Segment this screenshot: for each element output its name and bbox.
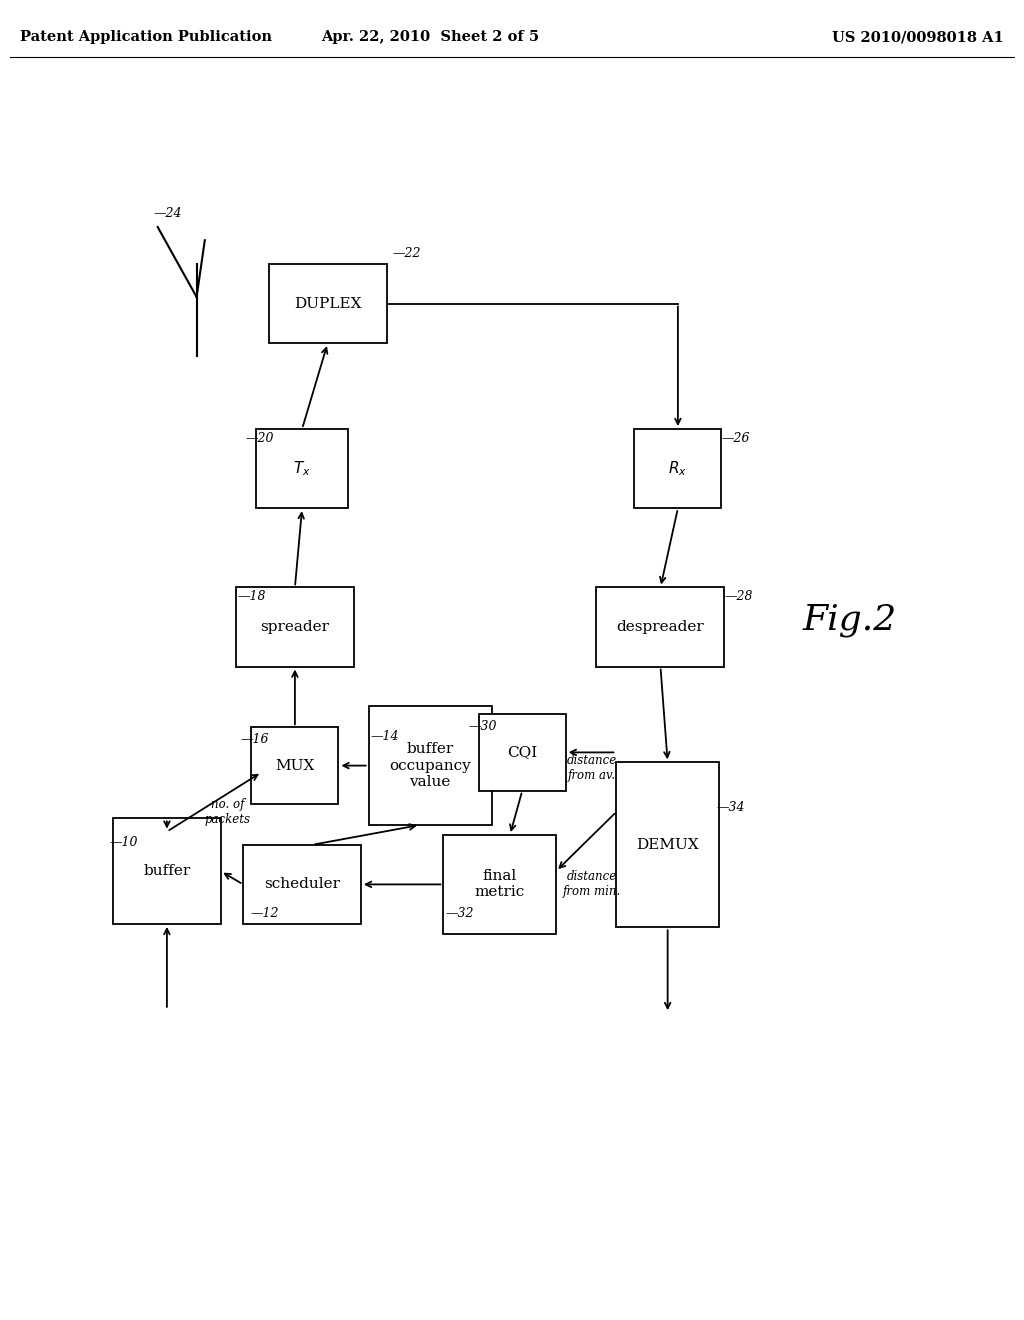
FancyBboxPatch shape (369, 706, 492, 825)
Text: MUX: MUX (275, 759, 314, 772)
Text: —20: —20 (246, 432, 274, 445)
FancyBboxPatch shape (114, 818, 221, 924)
Text: —32: —32 (445, 907, 474, 920)
Text: —12: —12 (251, 907, 280, 920)
Text: US 2010/0098018 A1: US 2010/0098018 A1 (831, 30, 1004, 45)
Text: —24: —24 (154, 207, 182, 220)
Text: CQI: CQI (507, 746, 538, 759)
Text: buffer: buffer (143, 865, 190, 878)
Text: —28: —28 (725, 590, 754, 603)
Text: $R_x$: $R_x$ (669, 459, 687, 478)
Text: —14: —14 (371, 730, 399, 743)
Text: buffer
occupancy
value: buffer occupancy value (389, 742, 471, 789)
Text: —34: —34 (717, 801, 745, 814)
Text: —26: —26 (722, 432, 751, 445)
Text: despreader: despreader (616, 620, 705, 634)
Text: —22: —22 (392, 247, 421, 260)
Text: Apr. 22, 2010  Sheet 2 of 5: Apr. 22, 2010 Sheet 2 of 5 (321, 30, 540, 45)
FancyBboxPatch shape (244, 845, 360, 924)
Text: —10: —10 (110, 836, 138, 849)
Text: $T_x$: $T_x$ (293, 459, 311, 478)
Text: Patent Application Publication: Patent Application Publication (20, 30, 272, 45)
Text: DUPLEX: DUPLEX (294, 297, 361, 310)
FancyBboxPatch shape (443, 834, 556, 935)
FancyBboxPatch shape (479, 714, 565, 791)
FancyBboxPatch shape (251, 727, 338, 804)
FancyBboxPatch shape (256, 429, 348, 508)
Text: —18: —18 (238, 590, 266, 603)
FancyBboxPatch shape (616, 763, 719, 927)
Text: Fig.2: Fig.2 (803, 603, 897, 638)
Text: spreader: spreader (260, 620, 330, 634)
Text: distance
from min.: distance from min. (563, 870, 621, 899)
FancyBboxPatch shape (268, 264, 387, 343)
Text: no. of
packets: no. of packets (205, 797, 250, 826)
FancyBboxPatch shape (236, 587, 354, 667)
Text: —30: —30 (469, 719, 498, 733)
FancyBboxPatch shape (596, 587, 725, 667)
Text: final
metric: final metric (474, 870, 525, 899)
FancyBboxPatch shape (635, 429, 721, 508)
Text: distance
from av.: distance from av. (566, 754, 617, 783)
Text: —16: —16 (241, 733, 269, 746)
Text: DEMUX: DEMUX (636, 838, 699, 851)
Text: scheduler: scheduler (264, 878, 340, 891)
